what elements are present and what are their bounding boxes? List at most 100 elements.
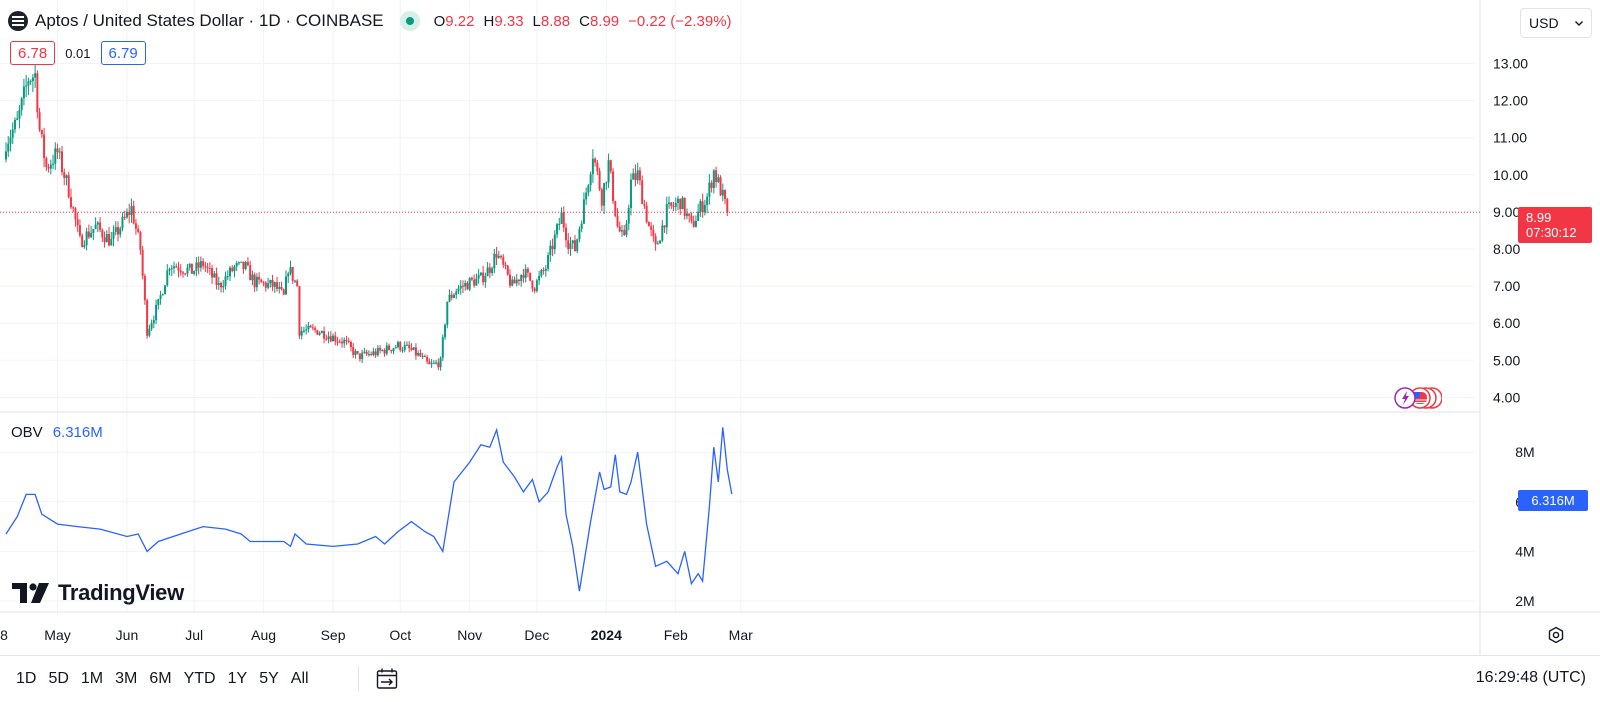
candle-body xyxy=(706,196,709,205)
candle-body xyxy=(491,268,494,273)
candle-body xyxy=(195,262,198,271)
low-key: L xyxy=(532,12,541,30)
candle-body xyxy=(278,287,281,289)
candle-body xyxy=(524,268,527,278)
market-status-dot-icon[interactable] xyxy=(399,11,420,31)
y-tick-label: 5.00 xyxy=(1493,352,1520,368)
candle-body xyxy=(553,234,556,250)
candle-body xyxy=(497,255,500,258)
candle-body xyxy=(685,213,688,216)
range-6m[interactable]: 6M xyxy=(149,670,172,687)
ohlc-values: O9.22 H9.33 L8.88 C8.99 −0.22 (−2.39%) xyxy=(434,13,732,30)
candle-body xyxy=(110,238,113,246)
candle-body xyxy=(388,345,391,350)
candle-body xyxy=(715,170,718,183)
candle-body xyxy=(311,327,314,329)
candle-body xyxy=(343,339,346,344)
symbol-title[interactable]: Aptos / United States Dollar · 1D · COIN… xyxy=(35,11,384,30)
candle-body xyxy=(13,119,16,130)
y-tick-label: 12.00 xyxy=(1493,93,1528,109)
currency-select[interactable]: USD xyxy=(1520,8,1592,38)
candle-body xyxy=(596,162,599,172)
obv-series-line xyxy=(5,427,733,592)
open-value: 9.22 xyxy=(445,12,475,30)
candle-body xyxy=(161,294,164,296)
candle-body xyxy=(94,224,97,230)
candle-body xyxy=(128,211,131,216)
candle-body xyxy=(379,347,382,351)
candle-body xyxy=(612,171,615,202)
range-1d[interactable]: 1D xyxy=(16,670,37,687)
candle-body xyxy=(31,77,34,82)
candle-body xyxy=(385,345,388,354)
x-tick-label: Nov xyxy=(457,627,482,643)
candle-body xyxy=(381,349,384,351)
candle-body xyxy=(235,263,238,267)
obv-name: OBV xyxy=(11,424,43,441)
candle-body xyxy=(27,81,30,86)
range-5y[interactable]: 5Y xyxy=(259,670,279,687)
x-tick-label: 2024 xyxy=(591,627,622,643)
y-tick-label: 6.00 xyxy=(1493,315,1520,331)
candle-body xyxy=(423,355,426,358)
open-key: O xyxy=(433,12,446,30)
candle-body xyxy=(591,158,594,175)
x-tick-label: 8 xyxy=(0,627,8,643)
candle-body xyxy=(152,319,155,324)
candle-body xyxy=(92,229,95,233)
candle-body xyxy=(264,282,267,288)
candle-body xyxy=(654,236,657,245)
candle-body xyxy=(504,264,507,266)
candle-body xyxy=(372,351,375,355)
candle-body xyxy=(112,231,115,239)
candle-body xyxy=(652,229,655,237)
candle-body xyxy=(607,160,610,183)
candle-body xyxy=(271,279,274,287)
candle-body xyxy=(323,330,326,339)
range-3m[interactable]: 3M xyxy=(115,670,138,687)
candle-body xyxy=(175,266,178,268)
candle-body xyxy=(197,262,200,268)
buy-button[interactable]: 6.79 xyxy=(100,41,146,65)
candle-body xyxy=(336,341,339,343)
candle-body xyxy=(486,267,489,277)
candle-body xyxy=(645,205,648,223)
candle-body xyxy=(193,270,196,274)
sell-button[interactable]: 6.78 xyxy=(10,41,56,65)
tradingview-logo[interactable]: TradingView xyxy=(12,580,184,606)
symbol-legend[interactable]: Aptos / United States Dollar · 1D · COIN… xyxy=(8,9,732,33)
x-tick-label: Aug xyxy=(251,627,276,643)
candle-body xyxy=(495,253,498,258)
candle-body xyxy=(267,283,270,288)
obv-legend[interactable]: OBV 6.316M xyxy=(11,424,103,441)
chart-canvas[interactable]: May Jun Jul Aug Sep Oct Nov Dec 2024 Feb Mar 8 13.00… xyxy=(0,0,1600,655)
range-5d[interactable]: 5D xyxy=(48,670,69,687)
range-all[interactable]: All xyxy=(290,670,309,687)
candle-body xyxy=(394,347,397,349)
obv-last-value-tag: 6.316M xyxy=(1518,490,1588,511)
candle-body xyxy=(253,274,256,288)
candle-body xyxy=(668,202,671,205)
candle-body xyxy=(670,202,673,207)
candle-body xyxy=(356,351,359,354)
range-1m[interactable]: 1M xyxy=(80,670,104,687)
candle-body xyxy=(569,243,572,250)
range-ytd[interactable]: YTD xyxy=(183,670,216,687)
candle-body xyxy=(20,98,23,110)
events-flags-icon[interactable] xyxy=(1394,385,1443,411)
range-1y[interactable]: 1Y xyxy=(227,670,248,687)
calendar-goto-icon[interactable] xyxy=(375,667,399,691)
candle-body xyxy=(11,129,14,138)
candle-body xyxy=(38,112,41,131)
utc-clock[interactable]: 16:29:48 (UTC) xyxy=(1475,669,1586,686)
low-value: 8.88 xyxy=(540,12,571,30)
candle-body xyxy=(600,189,603,206)
candle-body xyxy=(509,274,511,286)
gear-icon[interactable] xyxy=(1547,626,1565,644)
currency-label: USD xyxy=(1529,15,1559,31)
candle-body xyxy=(244,262,247,269)
candle-body xyxy=(332,335,335,342)
candle-body xyxy=(721,189,724,196)
candle-body xyxy=(694,220,697,227)
candle-body xyxy=(661,225,664,241)
